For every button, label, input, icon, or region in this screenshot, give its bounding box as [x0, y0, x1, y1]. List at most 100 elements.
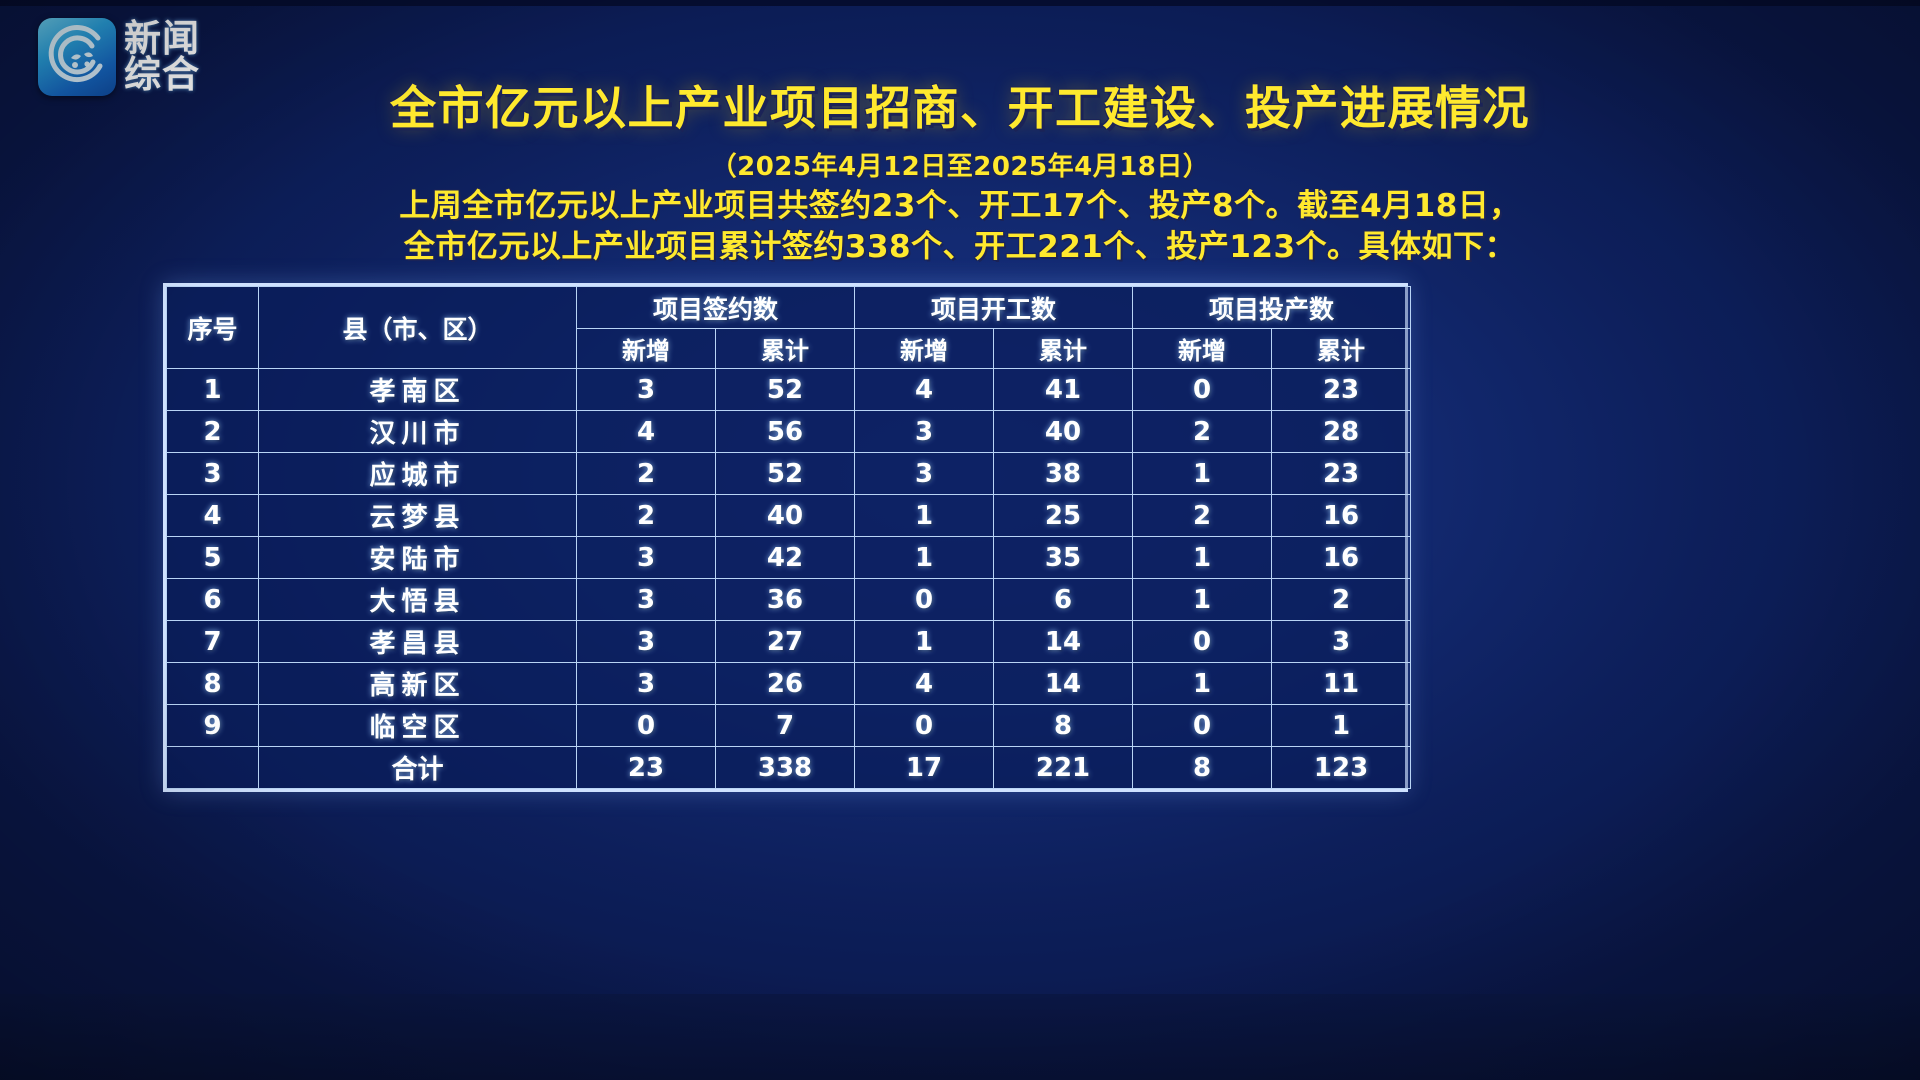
- cell-sign_new: 4: [576, 410, 716, 453]
- cell-start_total: 40: [993, 410, 1134, 453]
- cell-index: 5: [166, 536, 259, 579]
- cell-prod_new: 1: [1132, 536, 1273, 579]
- cell-county: 孝南区: [258, 368, 577, 411]
- cell-start_total: 8: [993, 704, 1134, 747]
- table-row: 9 临空区 0 7 0 8 0 1: [166, 704, 1412, 747]
- total-cell-start_total: 221: [993, 746, 1134, 789]
- table-row: 5 安陆市 3 42 1 35 1 16: [166, 536, 1412, 579]
- header-signed-new: 新增: [576, 328, 716, 369]
- summary-line-1: 上周全市亿元以上产业项目共签约23个、开工17个、投产8个。截至4月18日，: [399, 188, 1521, 224]
- date-range-subtitle: （2025年4月12日至2025年4月18日）: [710, 152, 1210, 182]
- cell-sign_new: 3: [576, 368, 716, 411]
- cell-start_total: 38: [993, 452, 1134, 495]
- cell-index: 7: [166, 620, 259, 663]
- total-cell-prod_total: 123: [1271, 746, 1412, 789]
- cell-county: 安陆市: [258, 536, 577, 579]
- cell-county: 大悟县: [258, 578, 577, 621]
- cell-prod_total: 11: [1271, 662, 1412, 705]
- cell-sign_total: 52: [714, 368, 856, 411]
- cell-prod_total: 1: [1271, 704, 1412, 747]
- cell-prod_new: 1: [1132, 662, 1273, 705]
- cell-start_total: 41: [993, 368, 1134, 411]
- table-row: 7 孝昌县 3 27 1 14 0 3: [166, 620, 1412, 663]
- cell-prod_new: 0: [1132, 368, 1273, 411]
- cell-index: 8: [166, 662, 259, 705]
- cell-prod_total: 2: [1271, 578, 1412, 621]
- cell-sign_total: 40: [714, 494, 856, 537]
- cell-index: 1: [166, 368, 259, 411]
- channel-logo: 新闻 综合: [38, 18, 200, 96]
- cell-start_total: 6: [993, 578, 1134, 621]
- table-row: 4 云梦县 2 40 1 25 2 16: [166, 494, 1412, 537]
- cell-index: 6: [166, 578, 259, 621]
- cell-sign_total: 7: [714, 704, 856, 747]
- page-title: 全市亿元以上产业项目招商、开工建设、投产进展情况: [390, 81, 1530, 135]
- cell-index: 2: [166, 410, 259, 453]
- summary-line-2: 全市亿元以上产业项目累计签约338个、开工221个、投产123个。具体如下：: [403, 229, 1517, 266]
- cell-sign_total: 52: [714, 452, 856, 495]
- cell-prod_total: 16: [1271, 536, 1412, 579]
- header-signed-total: 累计: [714, 328, 856, 369]
- table-row: 8 高新区 3 26 4 14 1 11: [166, 662, 1412, 705]
- cell-county: 应城市: [258, 452, 577, 495]
- header-started-total: 累计: [993, 328, 1134, 369]
- total-cell-county: 合计: [258, 746, 577, 789]
- cell-prod_total: 16: [1271, 494, 1412, 537]
- table-body: 1 孝南区 3 52 4 41 0 23 2 汉川市 4 56 3 40 2 28 3 应城市 2 52 3 38 1 23 4…: [166, 368, 1412, 789]
- header-production-new: 新增: [1132, 328, 1273, 369]
- table-row: 6 大悟县 3 36 0 6 1 2: [166, 578, 1412, 621]
- bottom-letterbox-bar: [0, 994, 1920, 1080]
- total-cell-sign_total: 338: [714, 746, 856, 789]
- cell-start_new: 3: [854, 410, 995, 453]
- top-letterbox-bar: [0, 0, 1920, 6]
- title-block: 全市亿元以上产业项目招商、开工建设、投产进展情况 （2025年4月12日至202…: [0, 72, 1920, 183]
- cell-sign_new: 3: [576, 662, 716, 705]
- total-cell-index: [166, 746, 259, 789]
- cell-prod_total: 23: [1271, 368, 1412, 411]
- cell-start_total: 25: [993, 494, 1134, 537]
- summary-paragraph: 上周全市亿元以上产业项目共签约23个、开工17个、投产8个。截至4月18日， 全…: [0, 186, 1920, 268]
- total-cell-sign_new: 23: [576, 746, 716, 789]
- table: 序号 县（市、区） 项目签约数 项目开工数 项目投产数 新增 累计 新增 累计 …: [166, 286, 1412, 789]
- cell-sign_total: 56: [714, 410, 856, 453]
- cell-county: 汉川市: [258, 410, 577, 453]
- cell-prod_new: 1: [1132, 578, 1273, 621]
- cell-sign_new: 3: [576, 578, 716, 621]
- cell-start_new: 0: [854, 578, 995, 621]
- table-row: 2 汉川市 4 56 3 40 2 28: [166, 410, 1412, 453]
- table-row: 1 孝南区 3 52 4 41 0 23: [166, 368, 1412, 411]
- total-cell-start_new: 17: [854, 746, 995, 789]
- cell-sign_new: 3: [576, 536, 716, 579]
- cell-prod_total: 28: [1271, 410, 1412, 453]
- cell-start_new: 3: [854, 452, 995, 495]
- cell-prod_total: 23: [1271, 452, 1412, 495]
- cell-index: 9: [166, 704, 259, 747]
- cell-prod_new: 0: [1132, 704, 1273, 747]
- cell-sign_total: 42: [714, 536, 856, 579]
- channel-name-line2: 综合: [124, 53, 200, 96]
- cell-sign_new: 3: [576, 620, 716, 663]
- cell-county: 临空区: [258, 704, 577, 747]
- table-total-row: 合计 23 338 17 221 8 123: [166, 746, 1412, 789]
- cell-sign_total: 36: [714, 578, 856, 621]
- table-row: 3 应城市 2 52 3 38 1 23: [166, 452, 1412, 495]
- cell-start_new: 1: [854, 536, 995, 579]
- cell-index: 4: [166, 494, 259, 537]
- cell-start_new: 0: [854, 704, 995, 747]
- header-group-signed: 项目签约数: [575, 286, 856, 329]
- header-group-production: 项目投产数: [1132, 286, 1412, 329]
- cell-county: 高新区: [258, 662, 577, 705]
- progress-table: 序号 县（市、区） 项目签约数 项目开工数 项目投产数 新增 累计 新增 累计 …: [163, 283, 1412, 792]
- cell-sign_new: 2: [576, 494, 716, 537]
- cell-county: 孝昌县: [258, 620, 577, 663]
- total-cell-prod_new: 8: [1132, 746, 1273, 789]
- cell-sign_total: 27: [714, 620, 856, 663]
- header-production-total: 累计: [1271, 328, 1412, 369]
- header-started-new: 新增: [854, 328, 995, 369]
- cell-start_new: 4: [854, 368, 995, 411]
- cell-prod_new: 2: [1132, 494, 1273, 537]
- swirl-logo-icon: [38, 18, 116, 96]
- cell-start_total: 14: [993, 662, 1134, 705]
- header-group-started: 项目开工数: [854, 286, 1134, 329]
- cell-sign_new: 0: [576, 704, 716, 747]
